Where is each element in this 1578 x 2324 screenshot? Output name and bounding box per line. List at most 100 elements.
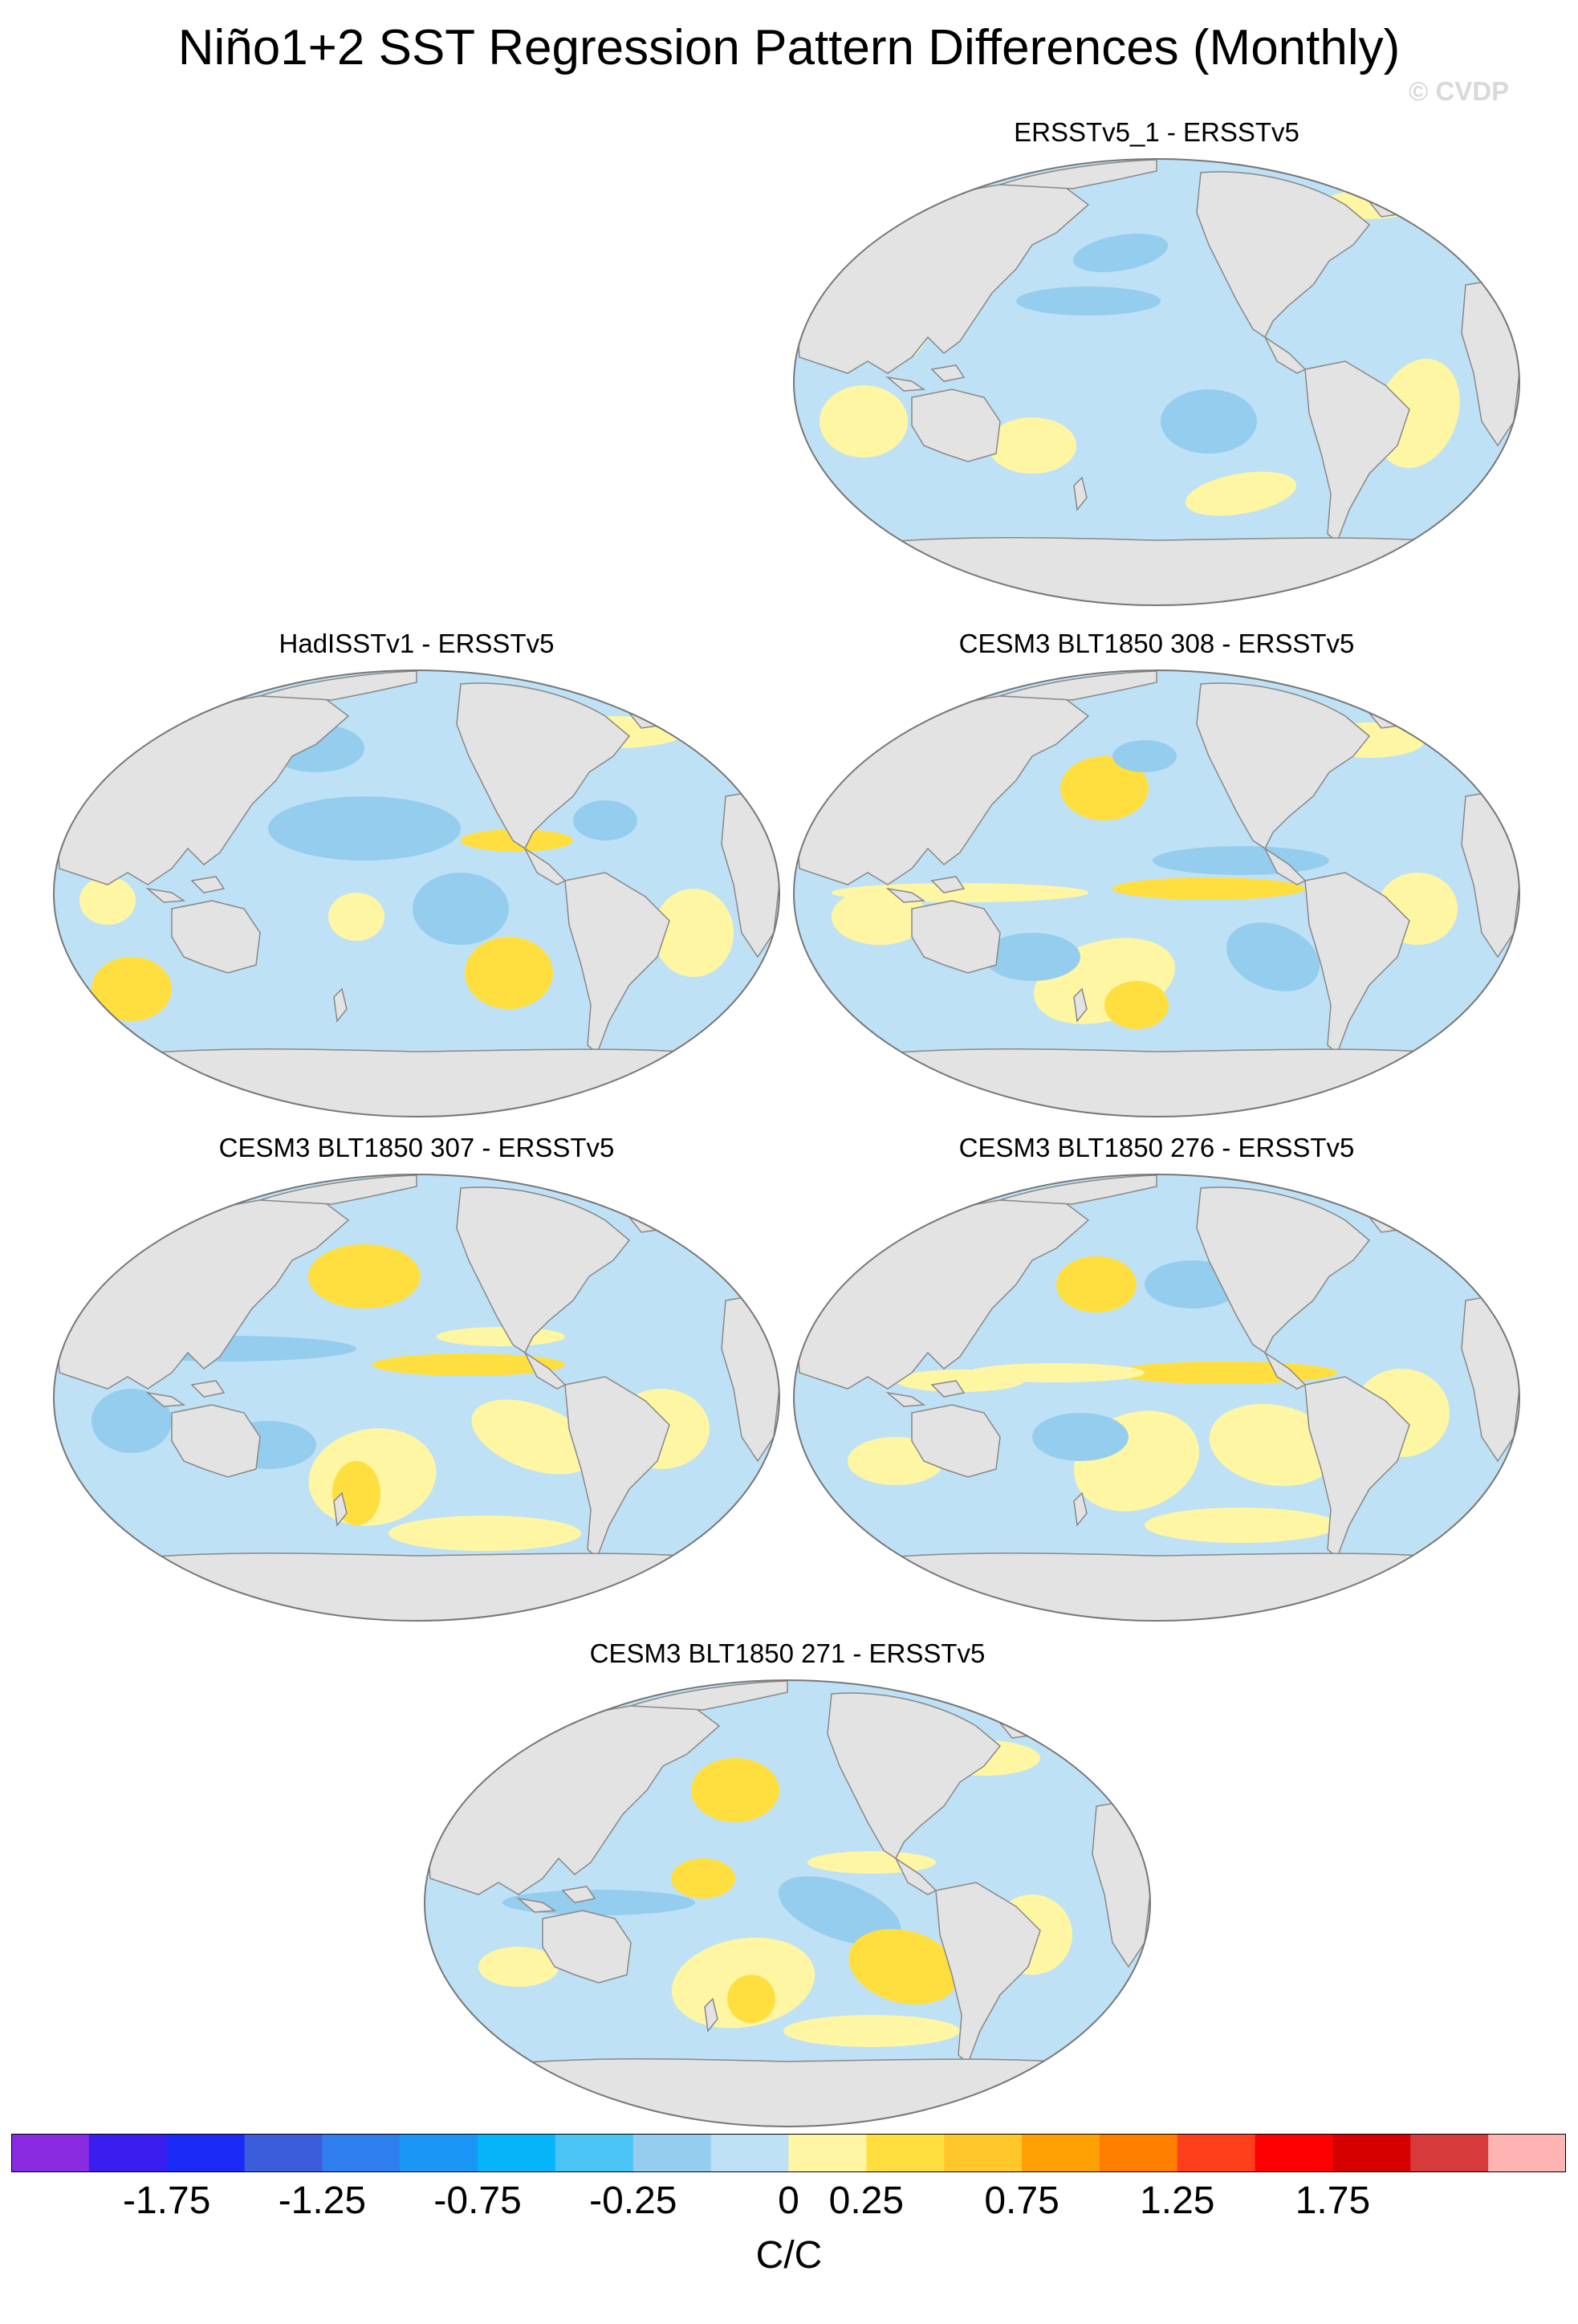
world-map	[793, 1174, 1520, 1622]
colorbar-swatch	[322, 2134, 401, 2172]
panel-title: HadISSTv1 - ERSSTv5	[279, 629, 555, 658]
landmass	[561, 1886, 596, 1903]
sst-anomaly-patch	[328, 893, 384, 941]
colorbar-swatch	[1022, 2134, 1100, 2172]
sst-anomaly-patch	[465, 937, 553, 1009]
landmass	[911, 900, 1001, 974]
colorbar-swatch	[1177, 2134, 1256, 2172]
landmass	[516, 1897, 557, 1913]
landmass	[741, 711, 779, 781]
landmass	[911, 1404, 1001, 1478]
colorbar	[11, 2134, 1566, 2172]
landmass	[1304, 872, 1410, 1055]
landmass	[935, 1882, 1041, 2065]
landmass	[1112, 1721, 1150, 1791]
sst-anomaly-patch	[691, 1758, 779, 1822]
colorbar-swatch	[1332, 2134, 1411, 2172]
landmass	[259, 670, 417, 701]
map-outline	[793, 1174, 1520, 1622]
landmass	[171, 900, 261, 974]
colorbar-tick-label: 1.25	[1140, 2180, 1215, 2222]
colorbar-tick-label: 0.75	[984, 2180, 1059, 2222]
sst-anomaly-patch	[848, 1928, 959, 2005]
sst-anomaly-patch	[1153, 846, 1329, 875]
sst-anomaly-patch	[820, 385, 908, 458]
map-outline	[53, 670, 780, 1117]
landmass	[894, 1856, 937, 1895]
colorbar-swatch	[1099, 2134, 1178, 2172]
landmass	[1263, 1350, 1307, 1390]
colorbar-swatch	[88, 2134, 168, 2172]
colorbar-border	[11, 2134, 1566, 2172]
world-map	[424, 1679, 1151, 2127]
sst-anomaly-patch	[573, 800, 637, 840]
landmass	[838, 536, 1483, 605]
sst-anomaly-patch	[79, 877, 136, 925]
colorbar-tick-label: -0.75	[433, 2180, 522, 2222]
sst-anomaly-patch	[1032, 1413, 1129, 1461]
colorbar-swatch	[944, 2134, 1023, 2172]
panel-title: CESM3 BLT1850 307 - ERSSTv5	[218, 1133, 615, 1162]
sst-anomaly-patch	[1056, 1256, 1137, 1313]
colorbar-swatch	[788, 2134, 867, 2172]
colorbar-swatch	[478, 2134, 556, 2172]
landmass	[999, 1174, 1157, 1205]
landmass	[1073, 1492, 1088, 1527]
landmass	[1196, 682, 1371, 850]
cvdp-watermark: © CVDP	[1409, 76, 1510, 106]
map-panel-cesm3-308: CESM3 BLT1850 308 - ERSSTv5	[791, 628, 1522, 1119]
sst-anomaly-patch	[388, 1516, 581, 1551]
colorbar-swatch	[400, 2134, 478, 2172]
landmass	[1304, 1376, 1410, 1559]
landmass	[333, 987, 348, 1023]
panel-title: CESM3 BLT1850 276 - ERSSTv5	[958, 1133, 1355, 1162]
sst-anomaly-patch	[1016, 287, 1161, 315]
map-panel-cesm3-307: CESM3 BLT1850 307 - ERSSTv5	[51, 1132, 782, 1623]
sst-anomaly-patch	[896, 1370, 1024, 1392]
landmass	[171, 1404, 261, 1478]
sst-anomaly-patch	[471, 1399, 595, 1475]
landmass	[704, 1997, 718, 2033]
landmass	[999, 159, 1157, 189]
colorbar-swatch	[866, 2134, 945, 2172]
colorbar-swatch	[555, 2134, 634, 2172]
panel-title: CESM3 BLT1850 308 - ERSSTv5	[958, 629, 1355, 658]
landmass	[190, 876, 226, 893]
colorbar-swatch	[244, 2134, 323, 2172]
landmass	[145, 887, 186, 903]
map-panel-cesm3-271: CESM3 BLT1850 271 - ERSSTv5	[422, 1638, 1153, 2129]
map-outline	[424, 1679, 1151, 2127]
sst-anomaly-patch	[308, 1244, 421, 1309]
colorbar-swatch	[11, 2134, 90, 2172]
sst-anomaly-patch	[1226, 922, 1320, 991]
landmass	[885, 376, 926, 392]
landmass	[911, 389, 1001, 462]
landmass	[456, 682, 631, 850]
sst-anomaly-patch	[1072, 233, 1169, 273]
landmass	[930, 876, 966, 893]
colorbar-swatch	[1488, 2134, 1566, 2172]
sst-anomaly-patch	[988, 417, 1076, 474]
landmass	[741, 1215, 779, 1285]
sst-anomaly-patch	[1112, 1361, 1337, 1384]
landmass	[259, 1174, 417, 1205]
landmass	[542, 1910, 632, 1984]
landmass	[838, 1048, 1483, 1117]
sst-anomaly-patch	[372, 1353, 565, 1376]
world-map	[793, 670, 1520, 1117]
sst-anomaly-patch	[671, 1858, 735, 1899]
panel-title: ERSSTv5_1 - ERSSTv5	[1014, 117, 1299, 147]
landmass	[1263, 335, 1307, 374]
sst-anomaly-patch	[92, 957, 172, 1021]
sst-anomaly-patch	[1112, 740, 1177, 772]
colorbar-unit: C/C	[755, 2234, 823, 2277]
colorbar-tick-label: 1.75	[1295, 2180, 1371, 2222]
map-panel-hadisstv1: HadISSTv1 - ERSSTv5	[51, 628, 782, 1119]
landmass	[885, 887, 926, 903]
landmass	[145, 1391, 186, 1407]
landmass	[827, 1692, 1002, 1860]
landmass	[999, 670, 1157, 701]
sst-anomaly-patch	[984, 933, 1080, 981]
landmass	[98, 1552, 743, 1621]
sst-anomaly-patch	[653, 889, 734, 977]
